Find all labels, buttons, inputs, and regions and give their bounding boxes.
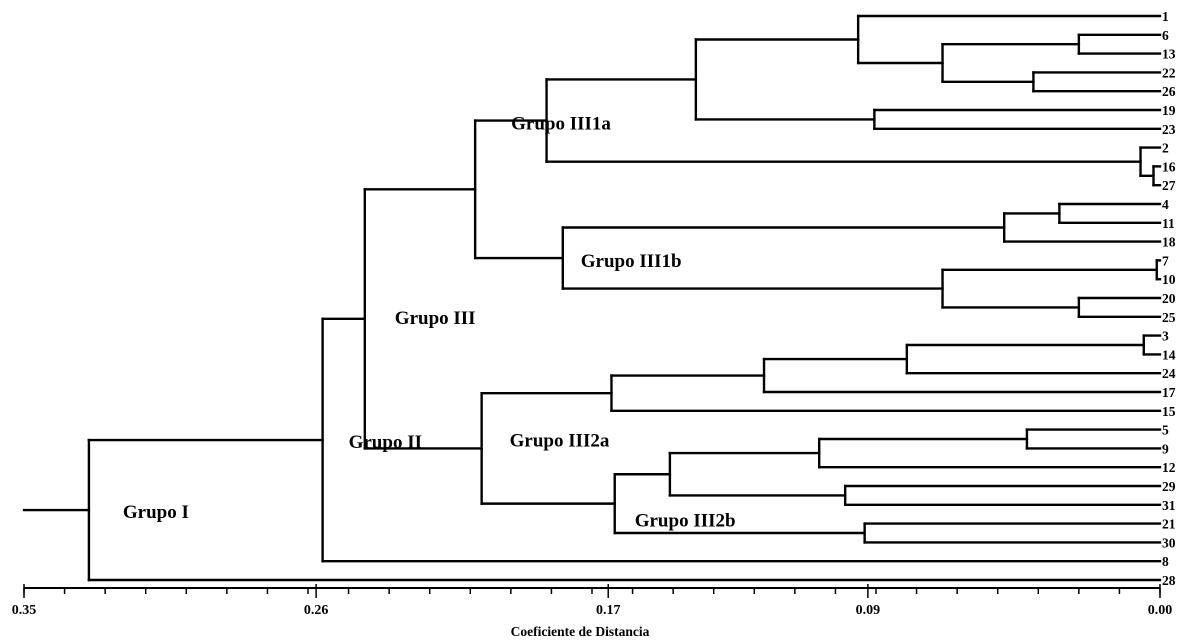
group-label-grupo-iii2b: Grupo III2b [635, 511, 736, 532]
group-label-grupo-iii: Grupo III [395, 308, 476, 329]
leaf-label-25: 25 [1162, 310, 1176, 325]
leaf-label-8: 8 [1162, 554, 1169, 569]
leaf-label-12: 12 [1162, 460, 1176, 475]
leaf-label-13: 13 [1162, 47, 1176, 62]
leaf-label-6: 6 [1162, 28, 1169, 43]
leaf-labels: 1613222619232162741118710202531424171559… [1162, 9, 1176, 588]
leaf-label-20: 20 [1162, 291, 1176, 306]
axis-title: Coeficiente de Distancia [511, 624, 650, 639]
group-label-grupo-iii1a: Grupo III1a [511, 113, 611, 134]
leaf-label-24: 24 [1162, 366, 1176, 381]
distance-axis: 0.35 0.26 0.17 0.09 0.00 Coeficiente de Dist… [12, 584, 1173, 639]
group-label-grupo-iii1b: Grupo III1b [581, 251, 682, 272]
leaf-label-16: 16 [1162, 159, 1176, 174]
leaf-label-28: 28 [1162, 573, 1176, 588]
leaf-label-23: 23 [1162, 122, 1176, 137]
leaf-label-10: 10 [1162, 272, 1176, 287]
group-labels: Grupo I Grupo II Grupo III Grupo III1a Grupo… [123, 113, 736, 531]
axis-ticks: 0.35 0.26 0.17 0.09 0.00 [12, 584, 1173, 618]
leaf-label-31: 31 [1162, 498, 1176, 513]
leaf-label-9: 9 [1162, 441, 1169, 456]
dendrogram-branches [22, 14, 1162, 582]
leaf-label-18: 18 [1162, 235, 1176, 250]
leaf-label-30: 30 [1162, 535, 1176, 550]
leaf-label-17: 17 [1162, 385, 1176, 400]
leaf-label-3: 3 [1162, 329, 1169, 344]
leaf-label-11: 11 [1162, 216, 1175, 231]
group-label-grupo-ii: Grupo II [349, 432, 422, 453]
leaf-label-19: 19 [1162, 103, 1176, 118]
leaf-label-14: 14 [1162, 347, 1176, 362]
leaf-label-1: 1 [1162, 9, 1169, 24]
group-label-grupo-i: Grupo I [123, 502, 189, 523]
leaf-label-5: 5 [1162, 423, 1169, 438]
leaf-label-27: 27 [1162, 178, 1176, 193]
leaf-label-2: 2 [1162, 141, 1169, 156]
leaf-label-22: 22 [1162, 65, 1176, 80]
tick-label-0.09: 0.09 [856, 603, 881, 618]
leaf-label-15: 15 [1162, 404, 1176, 419]
tick-label-0.17: 0.17 [596, 603, 621, 618]
leaf-label-26: 26 [1162, 84, 1176, 99]
leaf-label-7: 7 [1162, 253, 1169, 268]
tick-label-0.26: 0.26 [304, 603, 329, 618]
tick-label-0.35: 0.35 [12, 603, 37, 618]
tick-label-0.00: 0.00 [1148, 603, 1173, 618]
leaf-label-21: 21 [1162, 517, 1176, 532]
leaf-label-4: 4 [1162, 197, 1169, 212]
leaf-label-29: 29 [1162, 479, 1176, 494]
group-label-grupo-iii2a: Grupo III2a [510, 430, 610, 451]
